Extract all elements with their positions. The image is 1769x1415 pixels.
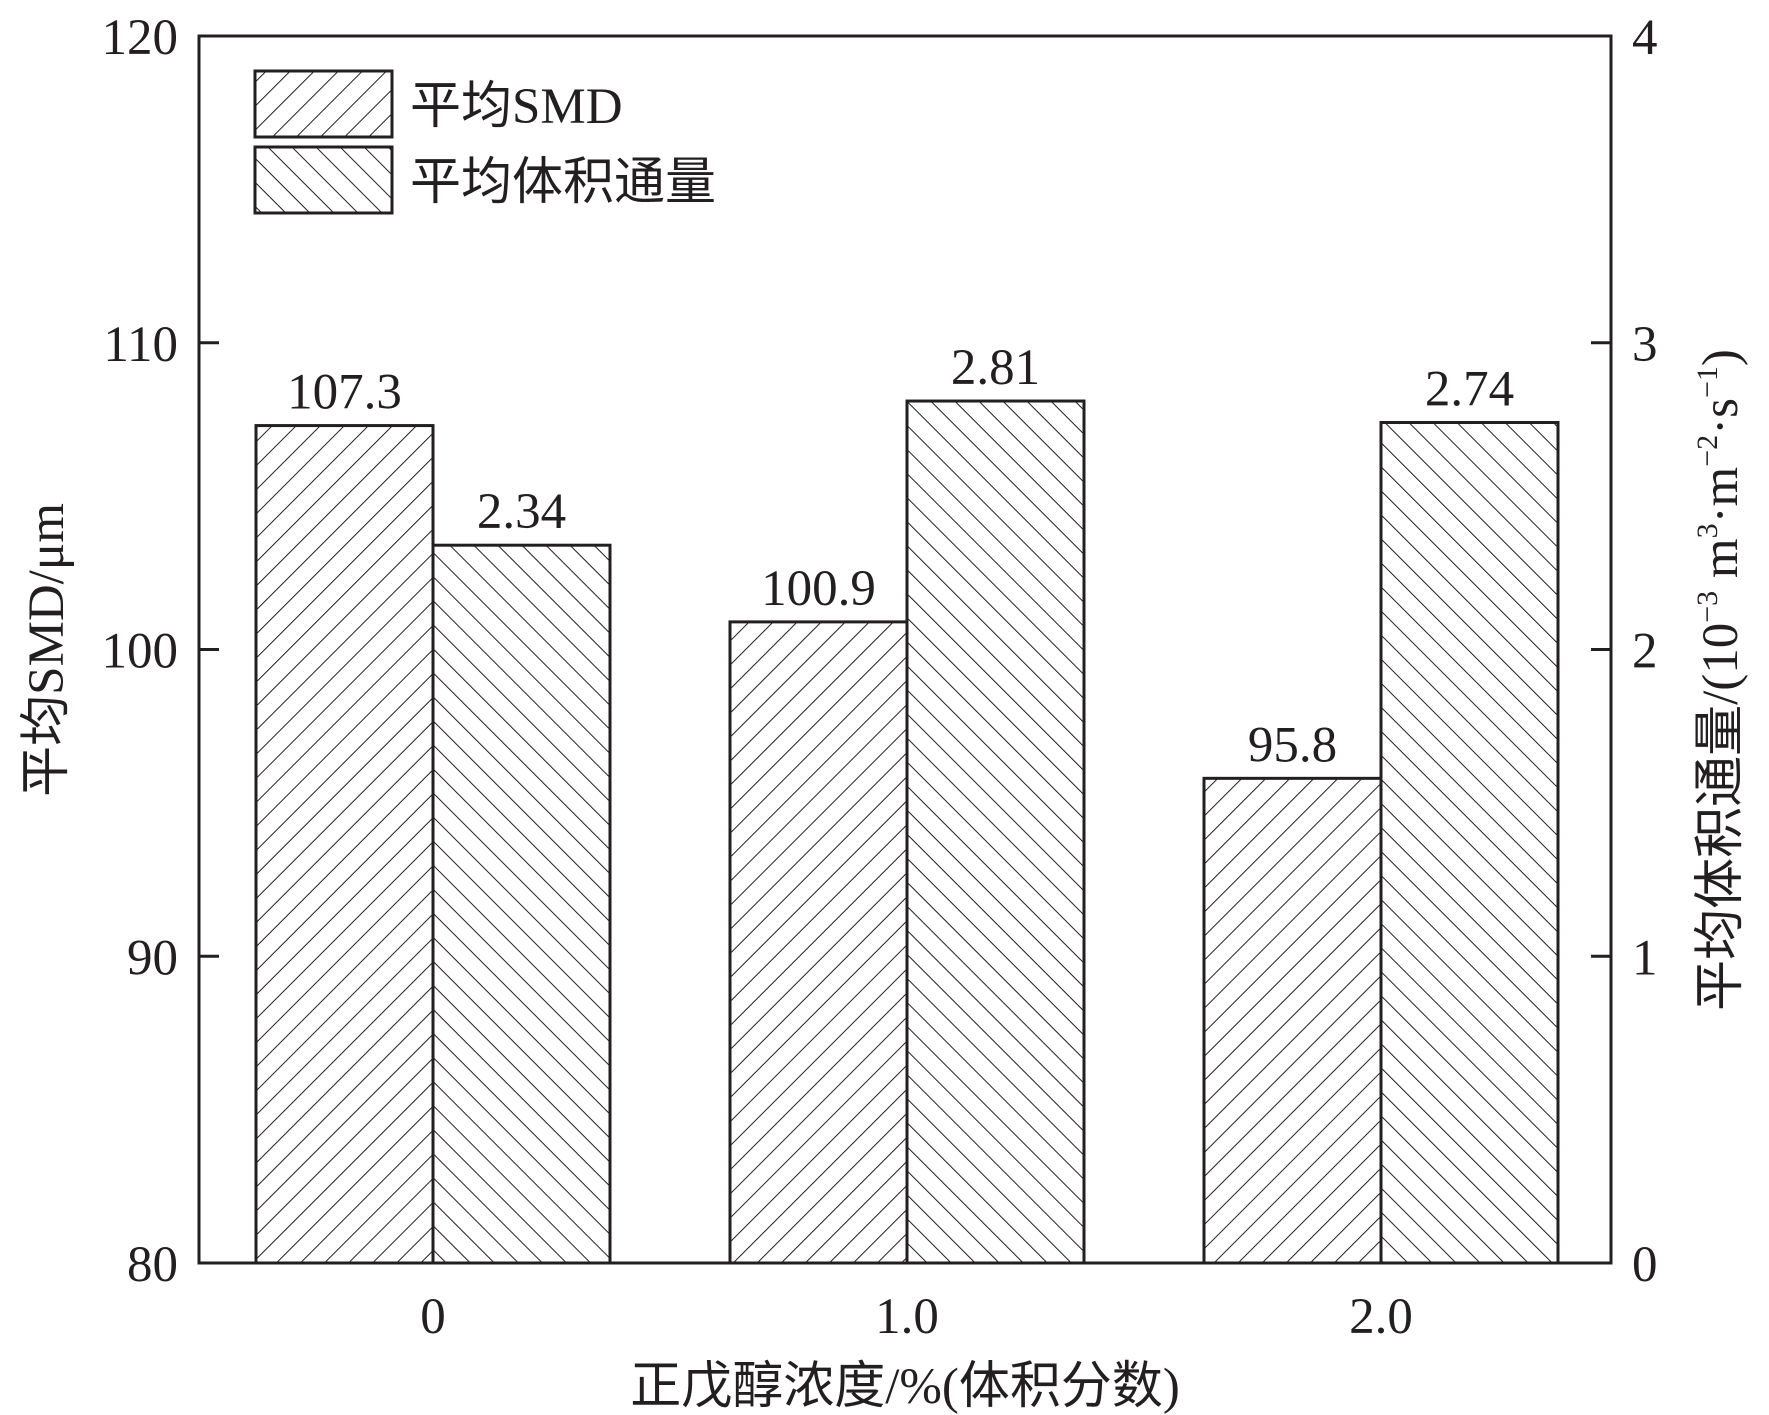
bar-flux-0 [431,543,612,1265]
left-tick-label: 100 [102,624,179,680]
legend: 平均SMD 平均体积通量 [253,69,716,215]
right-tick-label: 3 [1632,317,1658,373]
left-tick-label: 110 [103,317,178,373]
right-tick-label: 2 [1632,624,1658,680]
y-axis-right-label: 平均体积通量/(10−3 m3·m−2·s−1) [1691,349,1749,1011]
left-tick-label: 80 [127,1237,178,1293]
x-axis-label: 正戊醇浓度/%(体积分数) [630,1359,1180,1415]
right-tick-label: 4 [1632,10,1658,66]
bar-value-label: 2.81 [951,340,1040,396]
y-axis-left-label: 平均SMD/μm [19,503,75,797]
left-tick-label: 90 [127,930,178,986]
bars-layer [254,399,1560,1265]
right-tick-label: 0 [1632,1237,1658,1293]
x-axis: 0 1.0 2.0 [420,1289,1413,1345]
bar-flux-1 [905,399,1086,1265]
legend-swatch-flux [253,145,394,215]
bar-value-label: 100.9 [761,561,876,617]
bar-flux-2 [1379,421,1560,1265]
bar-value-label: 2.34 [477,484,566,540]
x-tick-label: 1.0 [875,1289,939,1345]
bar-value-label: 95.8 [1248,717,1337,773]
legend-label-flux: 平均体积通量 [410,155,716,211]
legend-label-smd: 平均SMD [410,79,623,135]
right-axis: 0 1 2 3 4 [1591,10,1658,1293]
bar-value-label: 2.74 [1425,362,1514,418]
bar-smd-0 [254,424,435,1265]
bar-smd-2 [1202,776,1383,1265]
legend-swatch-smd [253,69,394,139]
bar-labels-layer: 107.3 100.9 95.8 2.34 2.81 2.74 [287,340,1514,773]
bar-value-label: 107.3 [287,365,402,421]
left-axis: 80 90 100 110 120 [102,10,219,1293]
left-tick-label: 120 [102,10,179,66]
bar-smd-1 [728,620,909,1265]
x-tick-label: 2.0 [1349,1289,1413,1345]
x-tick-label: 0 [420,1289,446,1345]
right-tick-label: 1 [1632,930,1658,986]
